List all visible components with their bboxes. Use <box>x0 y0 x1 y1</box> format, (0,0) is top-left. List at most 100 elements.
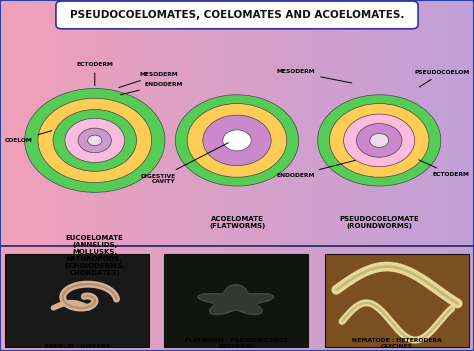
Bar <box>299 0 301 351</box>
Bar <box>9 0 12 351</box>
Bar <box>273 0 275 351</box>
Bar <box>337 0 339 351</box>
Bar <box>50 0 52 351</box>
Text: DIGESTIVE
CAVITY: DIGESTIVE CAVITY <box>140 143 228 184</box>
Bar <box>102 0 104 351</box>
Bar <box>249 0 251 351</box>
Bar <box>149 0 152 351</box>
Bar <box>66 0 69 351</box>
Bar <box>130 0 133 351</box>
Bar <box>308 0 310 351</box>
Bar <box>135 0 137 351</box>
Circle shape <box>344 114 415 167</box>
Circle shape <box>187 104 287 177</box>
Bar <box>460 0 462 351</box>
Bar <box>313 0 315 351</box>
Bar <box>344 0 346 351</box>
Bar <box>201 0 204 351</box>
Circle shape <box>88 135 102 146</box>
Bar <box>38 0 40 351</box>
Bar <box>171 0 173 351</box>
Bar <box>154 0 156 351</box>
Bar <box>303 0 306 351</box>
Bar <box>325 254 469 347</box>
Bar <box>258 0 261 351</box>
Bar <box>109 0 111 351</box>
Text: ACOELOMATE
(FLATWORMS): ACOELOMATE (FLATWORMS) <box>209 216 265 229</box>
Bar <box>0 0 2 351</box>
Bar <box>140 0 142 351</box>
Bar <box>71 0 73 351</box>
Circle shape <box>38 98 152 183</box>
Circle shape <box>25 88 165 192</box>
Bar <box>12 0 14 351</box>
Bar <box>339 0 341 351</box>
Bar <box>175 0 178 351</box>
Bar <box>465 0 467 351</box>
Bar <box>190 0 192 351</box>
Bar <box>315 0 318 351</box>
Bar <box>182 0 185 351</box>
Bar <box>5 254 149 347</box>
Bar <box>180 0 182 351</box>
Circle shape <box>65 118 125 163</box>
Bar <box>156 0 159 351</box>
Bar <box>377 0 379 351</box>
Bar <box>405 0 408 351</box>
Bar <box>389 0 391 351</box>
Bar <box>296 0 299 351</box>
Bar <box>282 0 284 351</box>
Bar <box>263 0 265 351</box>
Bar <box>325 0 327 351</box>
Bar <box>223 0 225 351</box>
Bar <box>393 0 396 351</box>
Bar <box>147 0 149 351</box>
Bar <box>64 0 66 351</box>
Bar <box>118 0 121 351</box>
Bar <box>427 0 429 351</box>
Bar <box>261 0 263 351</box>
Bar <box>194 0 197 351</box>
Polygon shape <box>198 285 273 314</box>
Bar <box>128 0 130 351</box>
Text: FLATWORM : PSEUDOBICEROS
BEDFORDI: FLATWORM : PSEUDOBICEROS BEDFORDI <box>184 338 288 349</box>
Bar <box>455 0 457 351</box>
Circle shape <box>356 124 402 157</box>
Bar <box>265 0 268 351</box>
Bar <box>472 0 474 351</box>
Text: PSEUDOCOELOM: PSEUDOCOELOM <box>414 70 469 87</box>
Bar <box>36 0 38 351</box>
Bar <box>192 0 194 351</box>
Bar <box>280 0 282 351</box>
Bar <box>446 0 448 351</box>
Bar <box>7 0 9 351</box>
Bar <box>83 0 85 351</box>
Bar <box>104 0 107 351</box>
Circle shape <box>223 130 251 151</box>
Bar <box>401 0 403 351</box>
Bar <box>133 0 135 351</box>
Bar <box>19 0 21 351</box>
Bar <box>142 0 145 351</box>
Bar <box>450 0 453 351</box>
Bar <box>168 0 171 351</box>
Bar <box>370 0 372 351</box>
Bar <box>289 0 292 351</box>
Text: PSEUDOCOELOMATE
(ROUNDWORMS): PSEUDOCOELOMATE (ROUNDWORMS) <box>339 216 419 229</box>
Bar <box>81 0 83 351</box>
Bar <box>301 0 303 351</box>
Bar <box>161 0 164 351</box>
Bar <box>242 0 244 351</box>
Bar <box>346 0 348 351</box>
Bar <box>21 0 24 351</box>
Text: ECTODERM: ECTODERM <box>76 62 113 86</box>
Bar <box>408 0 410 351</box>
Bar <box>424 0 427 351</box>
Bar <box>123 0 126 351</box>
Bar <box>453 0 455 351</box>
Bar <box>33 0 36 351</box>
Circle shape <box>329 104 429 177</box>
Bar <box>204 0 206 351</box>
Bar <box>45 0 47 351</box>
Bar <box>116 0 118 351</box>
